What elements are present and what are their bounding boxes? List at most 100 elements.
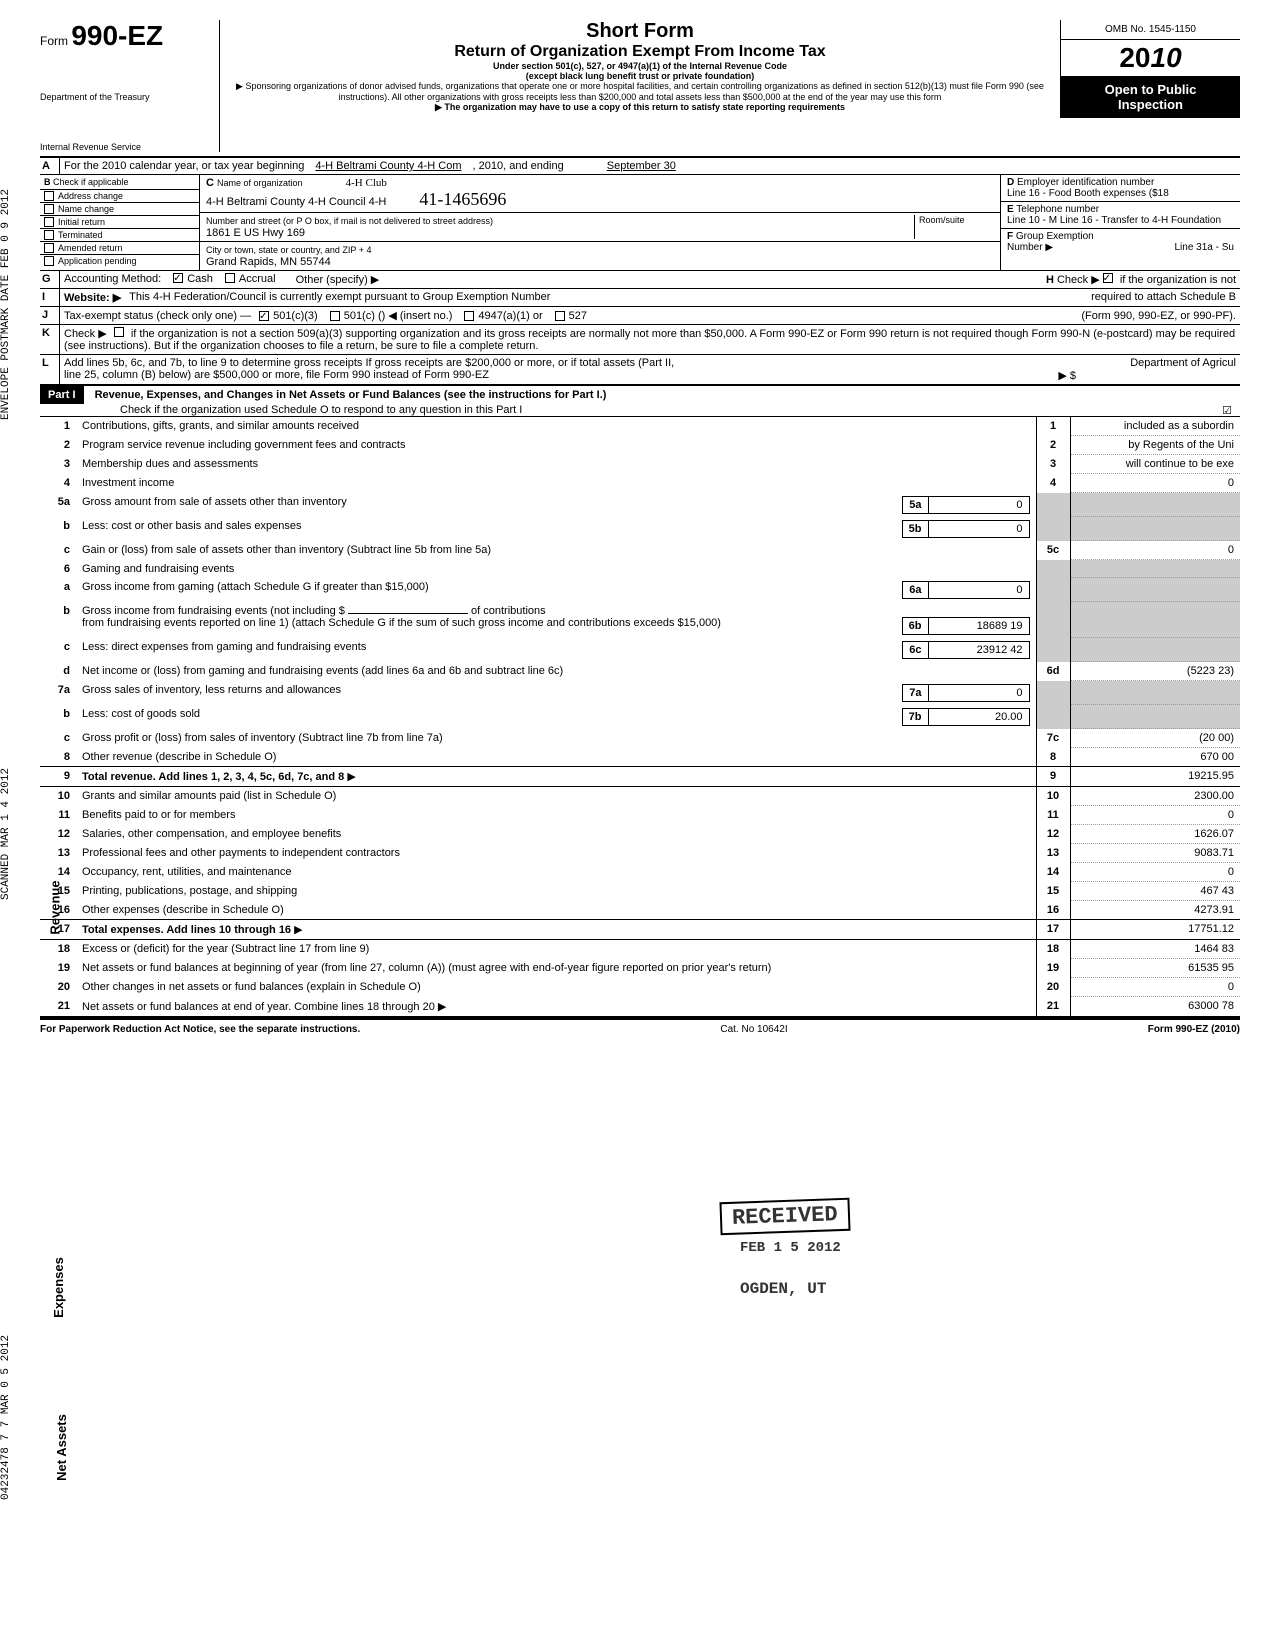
section-b-header: Check if applicable	[53, 177, 129, 187]
section-a-end-month: September 30	[567, 160, 716, 172]
line-2-desc: Program service revenue including govern…	[82, 439, 405, 451]
chk-501c3[interactable]	[259, 311, 269, 321]
line-10-desc: Grants and similar amounts paid (list in…	[82, 790, 336, 802]
line-9-amt: 19215.95	[1070, 767, 1240, 787]
section-g-text: Accounting Method:	[64, 273, 161, 286]
part1-check[interactable]: ☑	[1222, 404, 1240, 417]
line-7b-desc: Less: cost of goods sold	[82, 708, 200, 720]
line-5a-mid: 0	[929, 497, 1029, 513]
line-2-amt: by Regents of the Uni	[1070, 436, 1240, 455]
label-l: L	[40, 355, 60, 384]
line-6b-desc-post: from fundraising events reported on line…	[82, 617, 721, 629]
line-10-amt: 2300.00	[1070, 787, 1240, 806]
section-a: A For the 2010 calendar year, or tax yea…	[40, 158, 1240, 175]
line-13: 13 Professional fees and other payments …	[40, 844, 1240, 863]
label-a: A	[40, 158, 60, 174]
line-6a-mid: 0	[929, 582, 1029, 598]
line-5c-amt: 0	[1070, 541, 1240, 560]
stamp-received: RECEIVED	[719, 1198, 850, 1236]
line-8-desc: Other revenue (describe in Schedule O)	[82, 751, 276, 763]
form-header: Form 990-EZ Department of the Treasury I…	[40, 20, 1240, 158]
vert-netassets-label: Net Assets	[54, 1414, 69, 1481]
section-e-note1: Line 10 - M	[1007, 215, 1057, 226]
dept-treasury: Department of the Treasury	[40, 92, 211, 102]
line-6b: b Gross income from fundraising events (…	[40, 602, 1240, 638]
label-k: K	[40, 325, 60, 354]
section-i: I Website: ▶ This 4-H Federation/Council…	[40, 289, 1240, 307]
line-19: 19 Net assets or fund balances at beginn…	[40, 959, 1240, 978]
line-19-amt: 61535 95	[1070, 959, 1240, 978]
vert-expenses-label: Expenses	[51, 1257, 66, 1318]
line-6c-mid: 23912 42	[929, 642, 1029, 658]
line-7a-mid: 0	[929, 685, 1029, 701]
section-j: J Tax-exempt status (check only one) — 5…	[40, 307, 1240, 325]
line-4: 4 Investment income 4 0	[40, 474, 1240, 493]
line-15-amt: 467 43	[1070, 882, 1240, 901]
line-7c-desc: Gross profit or (loss) from sales of inv…	[82, 732, 443, 744]
chk-k[interactable]	[114, 327, 124, 337]
line-6d-desc: Net income or (loss) from gaming and fun…	[82, 665, 563, 677]
line-10: 10 Grants and similar amounts paid (list…	[40, 787, 1240, 806]
line-18-amt: 1464 83	[1070, 940, 1240, 959]
line-11-amt: 0	[1070, 806, 1240, 825]
line-15: 15 Printing, publications, postage, and …	[40, 882, 1240, 901]
line-4-desc: Investment income	[82, 477, 174, 489]
line-6a: a Gross income from gaming (attach Sched…	[40, 578, 1240, 602]
opt-501c3: 501(c)(3)	[273, 310, 318, 322]
chk-address-change[interactable]: Address change	[40, 190, 199, 203]
chk-4947[interactable]	[464, 311, 474, 321]
line-3: 3 Membership dues and assessments 3 will…	[40, 455, 1240, 474]
line-5b-desc: Less: cost or other basis and sales expe…	[82, 520, 302, 532]
line-11-desc: Benefits paid to or for members	[82, 809, 235, 821]
part1-subtitle: Check if the organization used Schedule …	[40, 404, 522, 416]
line-2: 2 Program service revenue including gove…	[40, 436, 1240, 455]
line-14-amt: 0	[1070, 863, 1240, 882]
line-5b: b Less: cost or other basis and sales ex…	[40, 517, 1240, 541]
chk-initial-return[interactable]: Initial return	[40, 216, 199, 229]
chk-h[interactable]	[1103, 273, 1113, 283]
chk-amended[interactable]: Amended return	[40, 242, 199, 255]
name-label: Name of organization	[217, 178, 303, 188]
section-h-text: Check ▶	[1057, 274, 1100, 286]
line-5c-desc: Gain or (loss) from sale of assets other…	[82, 544, 491, 556]
line-5a: 5a Gross amount from sale of assets othe…	[40, 493, 1240, 517]
cash-label: Cash	[187, 273, 213, 286]
line-7c: c Gross profit or (loss) from sales of i…	[40, 729, 1240, 748]
line-6d: d Net income or (loss) from gaming and f…	[40, 662, 1240, 681]
section-d-text: Employer identification number	[1017, 177, 1154, 188]
chk-terminated[interactable]: Terminated	[40, 229, 199, 242]
line-5c: c Gain or (loss) from sale of assets oth…	[40, 541, 1240, 560]
line-14-desc: Occupancy, rent, utilities, and maintena…	[82, 866, 292, 878]
omb-number: OMB No. 1545-1150	[1061, 20, 1240, 40]
title-line3: ▶ Sponsoring organizations of donor advi…	[232, 81, 1048, 102]
chk-accrual[interactable]	[225, 273, 235, 283]
line-12-amt: 1626.07	[1070, 825, 1240, 844]
section-f-text: Group Exemption	[1016, 231, 1094, 242]
chk-cash[interactable]	[173, 273, 183, 283]
city-label: City or town, state or country, and ZIP …	[206, 245, 372, 255]
line-8-amt: 670 00	[1070, 748, 1240, 767]
chk-501c[interactable]	[330, 311, 340, 321]
line-6b-mid: 18689 19	[929, 618, 1029, 634]
website-text: This 4-H Federation/Council is currently…	[129, 291, 550, 304]
section-l: L Add lines 5b, 6c, and 7b, to line 9 to…	[40, 355, 1240, 386]
line-19-desc: Net assets or fund balances at beginning…	[82, 962, 771, 974]
line-7a: 7a Gross sales of inventory, less return…	[40, 681, 1240, 705]
chk-527[interactable]	[555, 311, 565, 321]
line-15-desc: Printing, publications, postage, and shi…	[82, 885, 297, 897]
line-9-desc: Total revenue. Add lines 1, 2, 3, 4, 5c,…	[82, 771, 344, 783]
label-f: F	[1007, 231, 1013, 242]
chk-application-pending[interactable]: Application pending	[40, 255, 199, 267]
line-12: 12 Salaries, other compensation, and emp…	[40, 825, 1240, 844]
chk-name-change[interactable]: Name change	[40, 203, 199, 216]
section-d-note: Line 16 - Food Booth expenses ($18	[1007, 188, 1169, 199]
city-value: Grand Rapids, MN 55744	[206, 256, 331, 268]
section-bcdef: B Check if applicable Address change Nam…	[40, 175, 1240, 271]
line-18-desc: Excess or (deficit) for the year (Subtra…	[82, 943, 369, 955]
accrual-label: Accrual	[239, 273, 276, 286]
line-6a-desc: Gross income from gaming (attach Schedul…	[82, 581, 429, 593]
title-line1: Under section 501(c), 527, or 4947(a)(1)…	[232, 61, 1048, 71]
line-20-desc: Other changes in net assets or fund bala…	[82, 981, 421, 993]
section-k: K Check ▶ if the organization is not a s…	[40, 325, 1240, 355]
label-d: D	[1007, 177, 1014, 188]
